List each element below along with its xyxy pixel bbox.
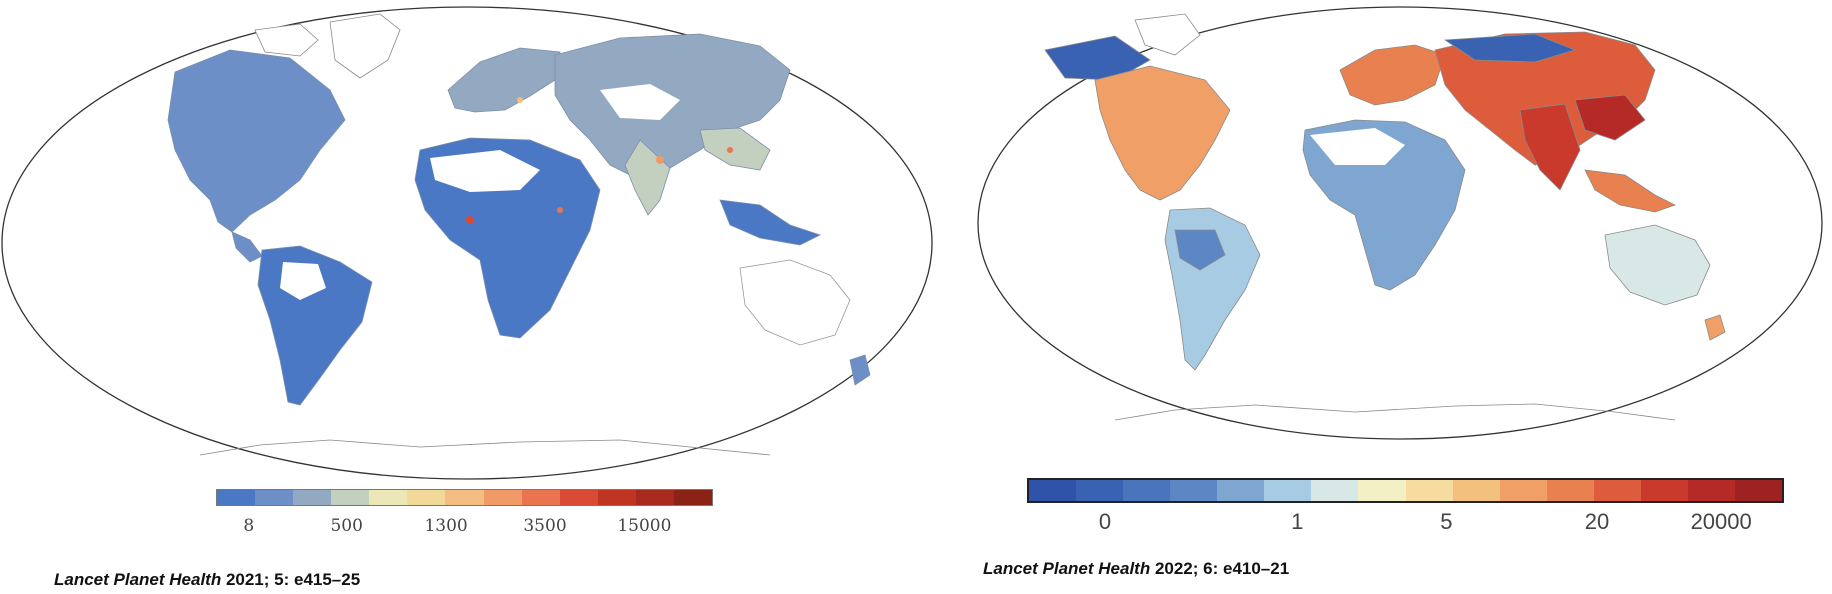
legend-swatch xyxy=(597,490,636,505)
landmass-australia xyxy=(1604,224,1711,306)
legend-swatch xyxy=(407,490,446,505)
legend-swatch xyxy=(1264,480,1312,501)
landmass-north-america xyxy=(167,49,346,233)
legend-tick-label: 1300 xyxy=(424,516,468,536)
citation-2022: Lancet Planet Health 2022; 6: e410–21 xyxy=(983,559,1289,579)
landmass-sahara-gap xyxy=(1310,128,1405,165)
legend-swatch xyxy=(1029,480,1077,501)
color-scale-legend-2022 xyxy=(1027,478,1784,503)
legend-swatch xyxy=(217,490,256,505)
legend-swatch xyxy=(445,490,484,505)
landmass-east-asia xyxy=(699,127,771,171)
legend-tick-label: 20000 xyxy=(1690,509,1752,534)
landmass-indonesia xyxy=(719,199,822,246)
landmass-new-zealand xyxy=(1704,314,1726,341)
legend-tick-label: 15000 xyxy=(617,516,672,536)
citation-journal: Lancet Planet Health xyxy=(983,559,1151,578)
landmass-greenland xyxy=(329,13,401,79)
citation-journal: Lancet Planet Health xyxy=(54,570,222,589)
hotspot xyxy=(466,216,474,224)
legend-tick-label: 3500 xyxy=(523,516,567,536)
landmass-amazon-gap xyxy=(280,262,326,300)
legend-tick-label: 8 xyxy=(243,516,255,536)
legend-swatch xyxy=(1311,480,1359,501)
landmass-arctic-islands xyxy=(1044,35,1151,81)
legend-swatch xyxy=(635,490,674,505)
landmass-central-asia-gap xyxy=(600,84,680,120)
legend-swatch xyxy=(1452,480,1500,501)
legend-swatch xyxy=(331,490,370,505)
legend-swatch xyxy=(1687,480,1735,501)
legend-swatch xyxy=(559,490,598,505)
landmass-antarctica xyxy=(199,439,771,456)
landmass-australia xyxy=(739,259,851,346)
legend-tick-label: 1 xyxy=(1291,509,1304,534)
legend-swatch xyxy=(255,490,294,505)
landmass-sahara-gap xyxy=(430,150,540,192)
landmass-layer xyxy=(167,13,871,456)
legend-swatch xyxy=(369,490,408,505)
landmass-europe xyxy=(447,47,561,113)
world-map-2021 xyxy=(0,0,935,485)
legend-swatch xyxy=(1076,480,1124,501)
legend-swatch xyxy=(293,490,332,505)
hotspot xyxy=(656,156,664,164)
hotspot xyxy=(557,207,563,213)
hotspot-layer xyxy=(466,97,733,224)
landmass-layer xyxy=(1044,13,1726,421)
world-map-2022 xyxy=(975,0,1830,445)
legend-swatch xyxy=(1123,480,1171,501)
landmass-antarctica xyxy=(1114,403,1676,421)
legend-swatch xyxy=(1170,480,1218,501)
landmass-new-zealand xyxy=(849,354,871,386)
landmass-central-america xyxy=(231,231,263,263)
legend-tick-label: 5 xyxy=(1440,509,1453,534)
color-scale-legend-2021 xyxy=(216,489,713,506)
legend-swatch xyxy=(1499,480,1547,501)
landmass-east-asia xyxy=(1574,94,1646,141)
legend-swatch xyxy=(1593,480,1641,501)
citation-details: 2022; 6: e410–21 xyxy=(1150,559,1290,578)
legend-tick-label: 0 xyxy=(1098,509,1112,534)
landmass-north-america xyxy=(1094,65,1231,201)
legend-swatch xyxy=(1405,480,1453,501)
hotspot xyxy=(517,97,523,103)
legend-swatch xyxy=(673,490,713,505)
citation-details: 2021; 5: e415–25 xyxy=(221,570,361,589)
legend-swatch xyxy=(1546,480,1594,501)
legend-tick-label: 20 xyxy=(1584,509,1610,534)
legend-swatch xyxy=(483,490,522,505)
citation-2021: Lancet Planet Health 2021; 5: e415–25 xyxy=(54,570,360,590)
landmass-indonesia xyxy=(1584,169,1677,213)
legend-swatch xyxy=(1217,480,1265,501)
landmass-greenland xyxy=(1134,13,1201,56)
legend-swatch xyxy=(1358,480,1406,501)
landmass-europe xyxy=(1339,44,1446,106)
legend-tick-label: 500 xyxy=(330,516,363,536)
landmass-india xyxy=(1519,103,1581,191)
world-map-2022-svg xyxy=(977,6,1823,440)
legend-swatch xyxy=(521,490,560,505)
world-map-2021-svg xyxy=(1,6,933,480)
landmass-siberia xyxy=(1443,33,1577,63)
legend-swatch xyxy=(1640,480,1688,501)
landmass-arctic-islands xyxy=(254,23,319,57)
landmass-amazon xyxy=(1174,229,1226,271)
legend-swatch xyxy=(1734,480,1782,501)
hotspot xyxy=(727,147,733,153)
